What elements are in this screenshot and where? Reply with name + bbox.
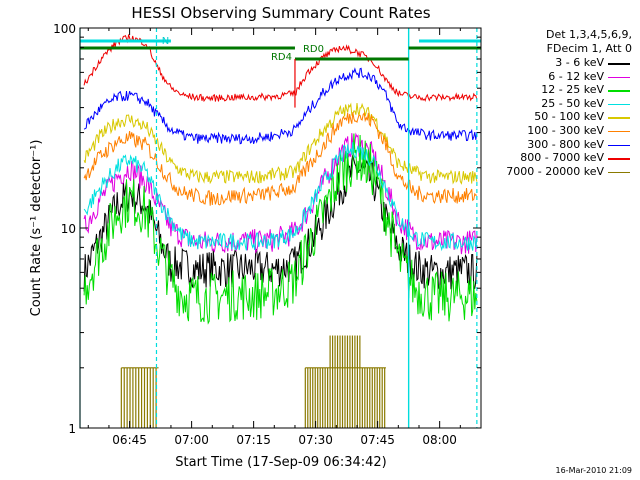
series-trace-800-7000-kev bbox=[83, 34, 478, 103]
legend-label: 300 - 800 keV bbox=[527, 137, 604, 151]
legend-entry: 3 - 6 keV bbox=[486, 56, 632, 70]
legend-swatch bbox=[608, 144, 630, 147]
series-trace-6-12-kev bbox=[83, 132, 478, 255]
x-axis-label: Start Time (17-Sep-09 06:34:42) bbox=[175, 455, 386, 470]
annotation-n: N bbox=[162, 36, 169, 47]
x-tick-label: 07:15 bbox=[236, 433, 271, 447]
x-tick-label: 06:45 bbox=[112, 433, 147, 447]
legend-swatch bbox=[608, 63, 630, 65]
series-trace-100-300-kev bbox=[83, 111, 478, 206]
legend-label: 100 - 300 keV bbox=[527, 123, 604, 137]
axes: 06:45 07:00 07:15 07:30 07:45 08:00 1 10 100 bbox=[53, 22, 482, 447]
series-trace-25-50-kev bbox=[83, 141, 478, 252]
y-tick-label: 10 bbox=[61, 222, 76, 236]
legend-label: 25 - 50 keV bbox=[541, 96, 604, 110]
legend-swatch bbox=[608, 158, 630, 160]
legend-swatch bbox=[608, 103, 630, 106]
y-tick-label: 1 bbox=[68, 422, 76, 436]
legend-entry: 12 - 25 keV bbox=[486, 83, 632, 97]
legend-entry: 6 - 12 keV bbox=[486, 70, 632, 84]
legend-header-line-2: FDecim 1, Att 0 bbox=[546, 42, 632, 55]
annotation-rd4: RD4 bbox=[271, 52, 292, 63]
series-trace-50-100-kev bbox=[83, 102, 478, 185]
x-tick-label: 08:00 bbox=[422, 433, 457, 447]
series-trace-300-800-kev bbox=[83, 67, 478, 145]
legend-entry: 50 - 100 keV bbox=[486, 110, 632, 124]
legend-swatch bbox=[608, 130, 630, 133]
legend-entry: 7000 - 20000 keV bbox=[486, 165, 632, 179]
chart-title: HESSI Observing Summary Count Rates bbox=[131, 4, 430, 22]
legend-entry: 800 - 7000 keV bbox=[486, 151, 632, 165]
legend: Det 1,3,4,5,6,9, FDecim 1, Att 0 3 - 6 k… bbox=[486, 28, 632, 178]
legend-label: 50 - 100 keV bbox=[534, 110, 604, 124]
legend-swatch bbox=[608, 117, 630, 119]
series-trace-12-25-kev bbox=[83, 133, 478, 325]
annotation-rd0: RD0 bbox=[303, 44, 324, 55]
x-tick-label: 07:45 bbox=[360, 433, 395, 447]
generation-timestamp: 16-Mar-2010 21:09 bbox=[555, 466, 633, 475]
legend-entry: 100 - 300 keV bbox=[486, 124, 632, 138]
y-tick-label: 100 bbox=[53, 22, 76, 36]
legend-label: 800 - 7000 keV bbox=[520, 151, 604, 165]
x-tick-label: 07:30 bbox=[298, 433, 333, 447]
legend-swatch bbox=[608, 171, 630, 174]
legend-label: 12 - 25 keV bbox=[541, 83, 604, 97]
series-traces bbox=[83, 34, 478, 428]
legend-swatch bbox=[608, 76, 630, 79]
series-trace-7000-20000-kev bbox=[120, 335, 386, 428]
x-tick-label: 07:00 bbox=[174, 433, 209, 447]
legend-entry: 300 - 800 keV bbox=[486, 138, 632, 152]
legend-label: 3 - 6 keV bbox=[555, 56, 604, 69]
y-axis-label: Count Rate (s⁻¹ detector⁻¹) bbox=[29, 140, 44, 317]
legend-label: 6 - 12 keV bbox=[548, 69, 604, 83]
legend-header-line-1: Det 1,3,4,5,6,9, bbox=[545, 28, 632, 41]
legend-swatch bbox=[608, 90, 630, 92]
legend-entry: 25 - 50 keV bbox=[486, 97, 632, 111]
legend-label: 7000 - 20000 keV bbox=[506, 164, 604, 178]
